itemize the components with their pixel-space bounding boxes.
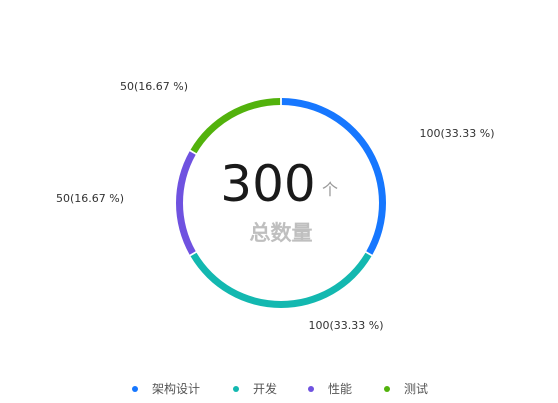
legend-item-4[interactable]: 测试 (384, 381, 428, 396)
legend: 架构设计 开发 性能 测试 (132, 381, 428, 396)
donut-slice-4 (190, 98, 281, 154)
legend-label-3: 性能 (328, 382, 352, 396)
slice-label-1: 100(33.33 %) (419, 127, 494, 140)
legend-item-3[interactable]: 性能 (308, 382, 352, 396)
donut-slice-3 (176, 151, 196, 255)
center-total-value: 300 (220, 155, 315, 213)
donut-slice-1 (281, 98, 387, 255)
legend-marker-2 (233, 386, 239, 392)
legend-marker-3 (308, 386, 314, 392)
slice-label-3: 50(16.67 %) (56, 192, 124, 205)
legend-label-4: 测试 (404, 381, 428, 396)
center-subtitle: 总数量 (250, 221, 313, 245)
legend-label-1: 架构设计 (152, 381, 200, 396)
slice-label-4: 50(16.67 %) (120, 80, 188, 93)
slice-label-2: 100(33.33 %) (308, 319, 383, 332)
legend-marker-4 (384, 386, 390, 392)
donut-slices (176, 98, 387, 309)
legend-item-2[interactable]: 开发 (233, 381, 277, 396)
center-unit: 个 (322, 180, 338, 199)
slice-labels: 100(33.33 %) 100(33.33 %) 50(16.67 %) 50(16… (56, 80, 495, 332)
legend-label-2: 开发 (253, 381, 277, 396)
donut-slice-2 (190, 252, 372, 309)
legend-marker-1 (132, 386, 138, 392)
legend-item-1[interactable]: 架构设计 (132, 381, 200, 396)
